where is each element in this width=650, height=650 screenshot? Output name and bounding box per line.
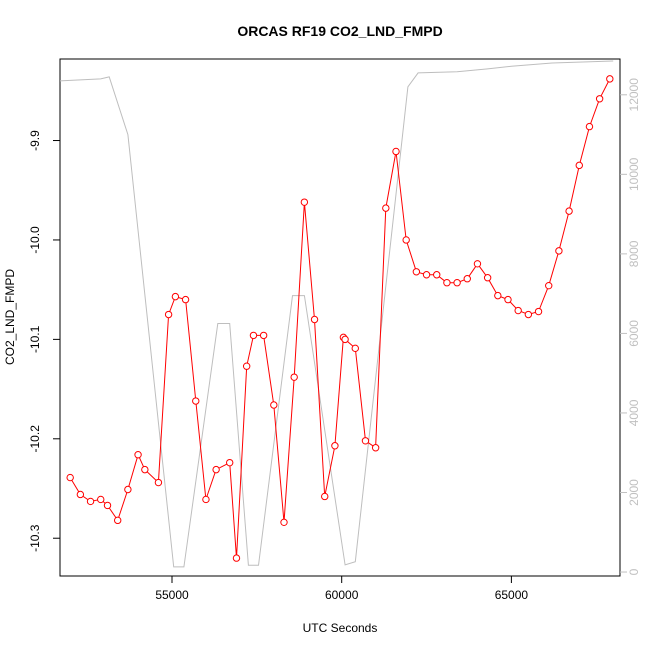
data-point xyxy=(534,307,543,316)
data-point xyxy=(124,485,132,494)
y-axis-label: CO2_LND_FMPD xyxy=(3,269,17,365)
data-point xyxy=(524,310,533,319)
data-point xyxy=(164,310,173,319)
data-point xyxy=(331,442,339,450)
data-point xyxy=(412,268,421,276)
y2-tick-label: 2000 xyxy=(627,479,641,506)
x-axis-label: UTC Seconds xyxy=(303,621,378,635)
data-point xyxy=(585,122,594,131)
data-point xyxy=(232,554,241,562)
chart-title: ORCAS RF19 CO2_LND_FMPD xyxy=(237,23,442,39)
y-axis-right: 0 2000 4000 6000 8000 10000 12000 xyxy=(620,78,641,575)
data-point xyxy=(545,281,553,290)
x-tick-label: 65000 xyxy=(495,588,529,602)
y-tick-label: -9.9 xyxy=(28,130,42,151)
data-point xyxy=(66,473,74,482)
data-point xyxy=(202,495,210,504)
y-axis-left: -10.3 -10.2 -10.1 -10.0 -9.9 xyxy=(28,130,60,552)
data-point xyxy=(433,271,441,279)
data-point xyxy=(259,331,268,340)
data-point xyxy=(595,95,604,103)
data-point xyxy=(171,292,180,301)
series-layer xyxy=(59,60,614,568)
data-point xyxy=(402,236,410,244)
data-point xyxy=(371,444,380,452)
y2-tick-label: 8000 xyxy=(627,240,641,267)
data-point xyxy=(249,331,258,340)
data-point xyxy=(504,295,512,304)
secondary-series-line xyxy=(59,60,614,568)
data-point xyxy=(300,198,309,206)
y-tick-label: -10.0 xyxy=(28,226,42,254)
data-point xyxy=(141,465,149,474)
data-point xyxy=(351,344,359,353)
x-tick-label: 60000 xyxy=(325,588,359,602)
data-point xyxy=(483,274,492,282)
y2-tick-label: 0 xyxy=(627,568,641,575)
data-point xyxy=(225,458,234,467)
data-point xyxy=(181,295,190,304)
data-point xyxy=(280,518,288,527)
data-point xyxy=(514,306,522,315)
data-point xyxy=(453,279,461,287)
y-tick-label: -10.3 xyxy=(28,524,42,552)
data-point xyxy=(382,204,390,212)
data-point xyxy=(565,207,573,215)
data-point xyxy=(392,147,400,156)
data-point xyxy=(422,271,431,279)
data-point xyxy=(134,451,142,459)
y-tick-label: -10.2 xyxy=(28,425,42,453)
data-point xyxy=(310,315,319,324)
x-axis: 55000 60000 65000 xyxy=(155,576,528,602)
data-point xyxy=(443,279,451,287)
primary-series-line xyxy=(69,78,611,559)
data-point xyxy=(86,497,95,506)
y2-tick-label: 4000 xyxy=(627,399,641,426)
data-point xyxy=(270,401,278,409)
data-point xyxy=(97,495,105,504)
data-point xyxy=(321,492,329,501)
data-point xyxy=(212,465,220,474)
y2-tick-label: 10000 xyxy=(627,157,641,191)
data-point xyxy=(555,247,563,255)
plot-frame xyxy=(59,58,621,577)
data-point xyxy=(606,75,614,83)
data-point xyxy=(103,501,112,510)
data-point xyxy=(361,437,370,445)
data-point xyxy=(463,275,471,283)
data-point xyxy=(290,373,298,381)
data-point xyxy=(192,397,200,405)
data-point xyxy=(494,291,502,300)
data-point xyxy=(341,335,349,344)
x-tick-label: 55000 xyxy=(155,588,189,602)
data-point xyxy=(113,516,122,525)
y2-tick-label: 12000 xyxy=(627,78,641,112)
data-point xyxy=(473,260,482,268)
data-point xyxy=(242,362,251,370)
data-point xyxy=(154,478,163,487)
data-point xyxy=(76,490,85,499)
y-tick-label: -10.1 xyxy=(28,325,42,353)
data-point xyxy=(575,161,583,170)
y2-tick-label: 6000 xyxy=(627,320,641,347)
